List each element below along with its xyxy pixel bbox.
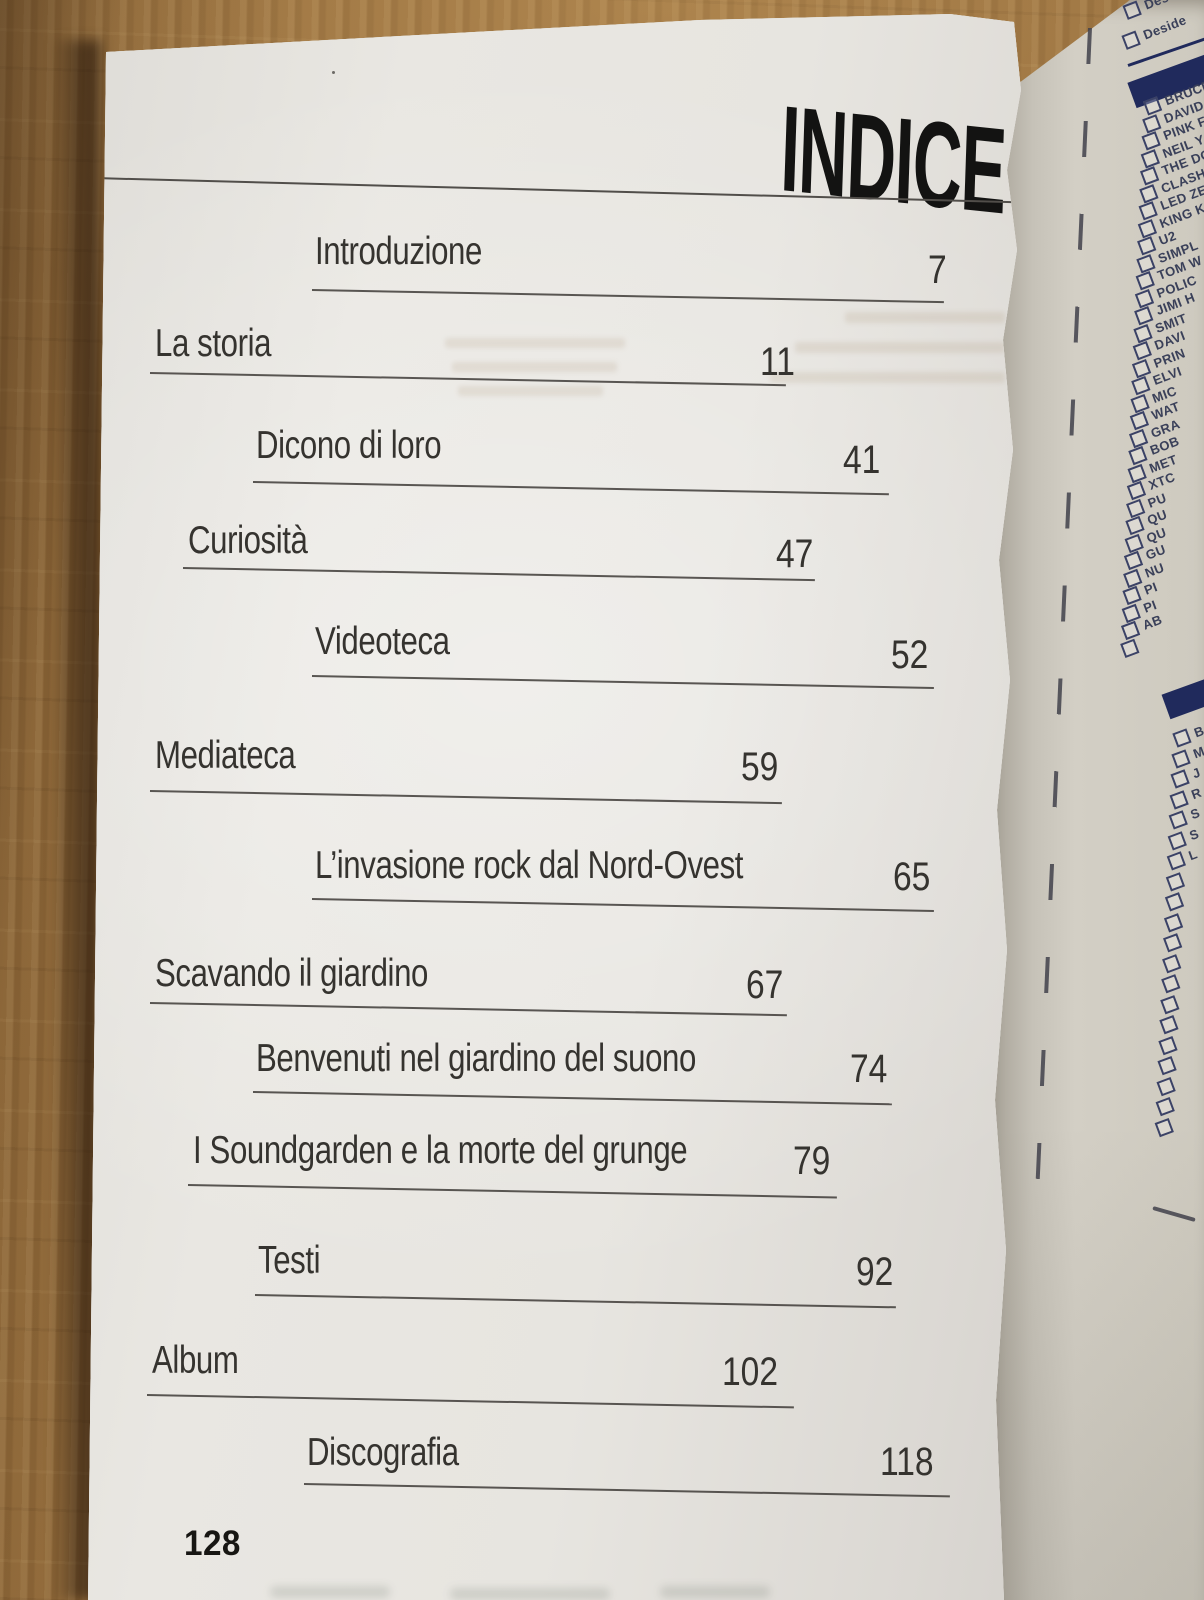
toc-underline — [254, 1294, 896, 1309]
checkbox-icon — [1120, 638, 1140, 658]
checkbox-icon — [1160, 994, 1180, 1015]
checkbox-icon — [1159, 1015, 1179, 1035]
checklist-label: B — [1192, 723, 1204, 741]
toc-entry-title: Mediateca — [155, 734, 296, 777]
toc-underline — [182, 567, 815, 582]
next-page-header-checklist: Des Deside — [1121, 0, 1194, 66]
toc-entry-title: L’invasione rock dal Nord-Ovest — [315, 844, 744, 887]
toc-entry-title: La storia — [155, 322, 272, 365]
checklist-label: R — [1189, 784, 1204, 802]
toc-entry-page: 74 — [850, 1047, 888, 1091]
checklist-label: M — [1191, 743, 1204, 762]
page-number: 128 — [184, 1524, 241, 1563]
checkbox-icon — [1155, 1097, 1175, 1117]
show-through-smudge — [450, 1588, 610, 1600]
toc-entry-title: Curiosità — [188, 519, 308, 562]
checklist-label: L — [1186, 846, 1200, 864]
toc-entry-title: Dicono di loro — [256, 424, 442, 467]
toc-entry-page: 65 — [893, 855, 931, 899]
toc-underline — [252, 1091, 892, 1106]
toc-entry-page: 79 — [793, 1139, 831, 1183]
show-through-smudge — [270, 1586, 390, 1598]
checkbox-icon — [1162, 953, 1182, 974]
checkbox-icon — [1171, 749, 1191, 769]
checkbox-icon — [1167, 830, 1188, 851]
toc-entry-page: 47 — [776, 532, 814, 576]
checklist-label: Des — [1142, 0, 1171, 13]
ghost-text — [445, 338, 625, 348]
toc-entry-page: 7 — [928, 248, 947, 292]
checkbox-icon — [1170, 769, 1190, 789]
checklist-label: S — [1187, 825, 1202, 843]
toc-underline — [303, 1483, 950, 1498]
checkbox-icon — [1154, 1117, 1175, 1137]
toc-entry-title: Album — [152, 1339, 239, 1382]
page-title: INDICE — [778, 80, 1008, 240]
toc-underline — [146, 1394, 794, 1409]
ghost-text — [452, 362, 617, 372]
toc-underline — [149, 1002, 787, 1017]
toc-underline — [311, 898, 934, 912]
checkbox-icon — [1163, 933, 1183, 953]
checklist-label: S — [1188, 805, 1203, 823]
toc-underline — [149, 790, 782, 805]
ghost-text — [845, 312, 1005, 323]
checkbox-icon — [1156, 1076, 1176, 1097]
checkbox-icon — [1168, 810, 1188, 830]
checkbox-icon — [1161, 974, 1181, 994]
toc-entry-title: Testi — [258, 1239, 321, 1282]
toc-entry-title: Videoteca — [315, 620, 450, 663]
toc-entry-page: 102 — [722, 1350, 779, 1394]
toc-entry-title: Benvenuti nel giardino del suono — [256, 1037, 696, 1080]
checkbox-icon — [1158, 1035, 1178, 1056]
toc-underline — [311, 675, 934, 689]
book-page-next — [995, 0, 1204, 1600]
checkbox-icon — [1164, 892, 1185, 912]
checkbox-icon — [1169, 790, 1189, 810]
toc-entry-title: Discografia — [307, 1431, 459, 1474]
toc-underline — [187, 1184, 837, 1199]
checkbox-icon — [1165, 871, 1186, 892]
toc-entry-page: 11 — [760, 340, 795, 384]
ghost-text — [770, 372, 1005, 383]
show-through-smudge — [660, 1586, 770, 1598]
paper-speck — [332, 71, 335, 74]
toc-entry-page: 59 — [741, 745, 779, 789]
toc-entry-page: 92 — [856, 1250, 894, 1294]
checkbox-icon — [1157, 1056, 1177, 1076]
checkbox-icon — [1172, 728, 1192, 748]
ghost-text — [795, 342, 1005, 353]
toc-entry-title: Scavando il giardino — [155, 952, 428, 995]
checkbox-icon — [1164, 912, 1184, 933]
toc-entry-page: 41 — [843, 438, 881, 482]
toc-entry-title: Introduzione — [315, 230, 482, 273]
toc-underline — [252, 481, 889, 496]
toc-entry-page: 67 — [746, 963, 784, 1007]
toc-entry-page: 118 — [880, 1440, 934, 1484]
ghost-text — [458, 386, 603, 396]
checklist-label: J — [1190, 764, 1203, 782]
toc-entry-page: 52 — [891, 633, 929, 677]
checkbox-icon — [1166, 851, 1187, 871]
toc-underline — [311, 289, 944, 304]
toc-entry-title: I Soundgarden e la morte del grunge — [193, 1129, 688, 1172]
toc-underline — [149, 372, 786, 387]
